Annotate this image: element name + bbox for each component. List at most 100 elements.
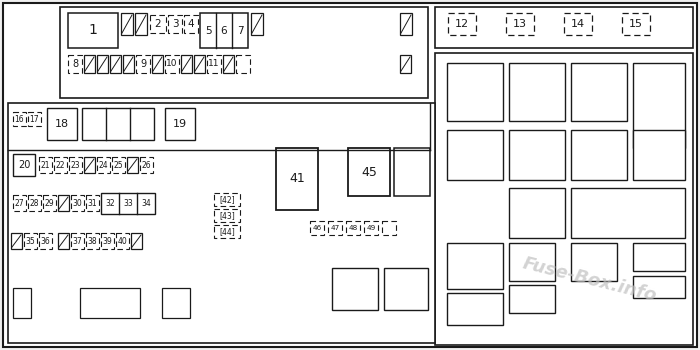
Bar <box>622 13 650 35</box>
Bar <box>13 195 26 211</box>
Bar <box>509 130 565 180</box>
Text: 45: 45 <box>361 166 377 178</box>
Bar <box>447 293 503 325</box>
Bar <box>509 243 555 281</box>
Bar <box>131 233 142 249</box>
Text: Fuse-Box.info: Fuse-Box.info <box>521 254 659 306</box>
Bar <box>165 55 179 73</box>
Text: 16: 16 <box>15 114 24 124</box>
Bar <box>214 209 240 222</box>
Bar <box>564 13 592 35</box>
Bar <box>223 55 234 73</box>
Text: 24: 24 <box>99 161 108 169</box>
Text: 7: 7 <box>237 26 244 35</box>
Text: 37: 37 <box>73 237 83 245</box>
Text: 38: 38 <box>88 237 97 245</box>
Bar <box>86 233 99 249</box>
Text: 33: 33 <box>123 199 133 208</box>
Bar <box>276 148 318 210</box>
Bar <box>207 55 221 73</box>
Bar <box>13 112 26 126</box>
Bar <box>152 55 163 73</box>
Bar <box>84 157 95 173</box>
Text: 26: 26 <box>141 161 151 169</box>
Bar <box>571 130 627 180</box>
Text: 13: 13 <box>513 19 527 29</box>
Bar <box>60 7 428 98</box>
Bar <box>54 157 67 173</box>
Text: 30: 30 <box>73 198 83 208</box>
Bar <box>123 55 134 73</box>
Bar <box>68 13 118 48</box>
Bar <box>28 112 41 126</box>
Text: 46: 46 <box>312 225 321 231</box>
Text: 1: 1 <box>89 23 97 37</box>
Bar <box>509 285 555 313</box>
Bar <box>400 13 412 35</box>
Bar <box>447 63 503 121</box>
Bar <box>11 233 22 249</box>
Text: 12: 12 <box>455 19 469 29</box>
Bar <box>121 13 133 35</box>
Bar <box>214 225 240 238</box>
Bar <box>84 55 95 73</box>
Bar <box>447 130 503 180</box>
Bar <box>364 221 378 235</box>
Bar <box>140 157 153 173</box>
Bar <box>165 108 195 140</box>
Text: 35: 35 <box>26 237 36 245</box>
Bar <box>116 233 129 249</box>
Text: 25: 25 <box>113 161 123 169</box>
Text: 36: 36 <box>41 237 50 245</box>
Bar <box>447 243 503 289</box>
Bar <box>71 195 84 211</box>
Bar <box>101 193 155 214</box>
Bar <box>394 148 430 196</box>
Bar <box>97 157 110 173</box>
Text: 4: 4 <box>188 19 195 29</box>
Text: 11: 11 <box>209 60 220 69</box>
Text: 9: 9 <box>140 59 146 69</box>
Bar <box>69 157 82 173</box>
Bar <box>509 63 565 121</box>
Bar <box>251 13 263 35</box>
Bar <box>136 55 150 73</box>
Bar <box>24 233 37 249</box>
Text: 27: 27 <box>15 198 24 208</box>
Bar <box>571 243 617 281</box>
Bar <box>110 55 121 73</box>
Text: 31: 31 <box>88 198 97 208</box>
Text: 10: 10 <box>167 60 178 69</box>
Bar <box>236 55 250 73</box>
Text: [43]: [43] <box>219 211 235 220</box>
Text: 6: 6 <box>220 26 228 35</box>
Bar <box>112 157 125 173</box>
Bar <box>13 154 35 176</box>
Bar <box>39 233 52 249</box>
Bar <box>68 55 82 73</box>
Text: 19: 19 <box>173 119 187 129</box>
Bar <box>150 15 166 33</box>
Bar <box>328 221 342 235</box>
Text: 39: 39 <box>103 237 113 245</box>
Text: 47: 47 <box>330 225 340 231</box>
Text: 22: 22 <box>56 161 65 169</box>
Bar <box>448 13 476 35</box>
Bar <box>184 15 198 33</box>
Bar <box>400 55 411 73</box>
Text: 17: 17 <box>29 114 39 124</box>
Bar <box>633 243 685 271</box>
Bar <box>509 188 565 238</box>
Bar <box>97 55 108 73</box>
Text: 28: 28 <box>29 198 39 208</box>
Bar <box>382 221 396 235</box>
Text: 29: 29 <box>45 198 55 208</box>
Bar <box>633 130 685 180</box>
Text: 14: 14 <box>571 19 585 29</box>
Bar <box>384 268 428 310</box>
Bar <box>332 268 378 310</box>
Text: 8: 8 <box>72 59 78 69</box>
Text: 41: 41 <box>289 173 305 186</box>
Bar <box>8 103 435 343</box>
Bar <box>86 195 99 211</box>
